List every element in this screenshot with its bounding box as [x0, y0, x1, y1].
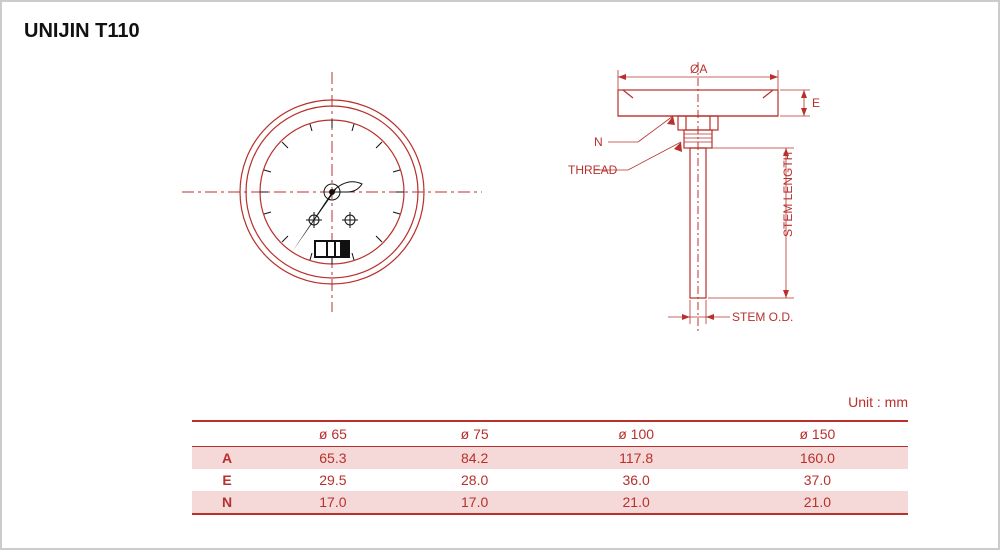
table-cell: 160.0	[727, 447, 908, 470]
unit-label: Unit : mm	[848, 394, 908, 410]
table-header: ø 75	[404, 421, 546, 447]
table-cell: 84.2	[404, 447, 546, 470]
table-cell: 17.0	[262, 491, 404, 514]
row-label: A	[192, 447, 262, 470]
table-header: ø 150	[727, 421, 908, 447]
table-cell: 36.0	[546, 469, 727, 491]
table-cell: 37.0	[727, 469, 908, 491]
dim-label-thread: THREAD	[568, 163, 618, 177]
row-label: N	[192, 491, 262, 514]
page-title: UNIJIN T110	[24, 20, 140, 43]
table-row: N17.017.021.021.0	[192, 491, 908, 514]
dim-label-A: ØA	[690, 62, 707, 76]
table-cell: 29.5	[262, 469, 404, 491]
table-row: A65.384.2117.8160.0	[192, 447, 908, 470]
gauge-front-view	[162, 62, 508, 342]
table-header: ø 65	[262, 421, 404, 447]
row-label: E	[192, 469, 262, 491]
dim-label-N: N	[594, 135, 603, 149]
table-header	[192, 421, 262, 447]
dimensions-table: ø 65ø 75ø 100ø 150 A65.384.2117.8160.0E2…	[192, 420, 908, 515]
table-cell: 17.0	[404, 491, 546, 514]
dim-label-stem-od: STEM O.D.	[732, 310, 793, 324]
table-row: E29.528.036.037.0	[192, 469, 908, 491]
table-cell: 117.8	[546, 447, 727, 470]
table-cell: 28.0	[404, 469, 546, 491]
dim-label-E: E	[812, 96, 820, 110]
diagrams-area: ØA E N	[162, 62, 908, 342]
table-cell: 21.0	[727, 491, 908, 514]
document-frame: UNIJIN T110	[0, 0, 1000, 550]
table-header: ø 100	[546, 421, 727, 447]
table-cell: 21.0	[546, 491, 727, 514]
dim-label-stem-length: STEM LENGTH	[781, 152, 795, 237]
table-cell: 65.3	[262, 447, 404, 470]
gauge-side-profile: ØA E N	[508, 62, 908, 342]
